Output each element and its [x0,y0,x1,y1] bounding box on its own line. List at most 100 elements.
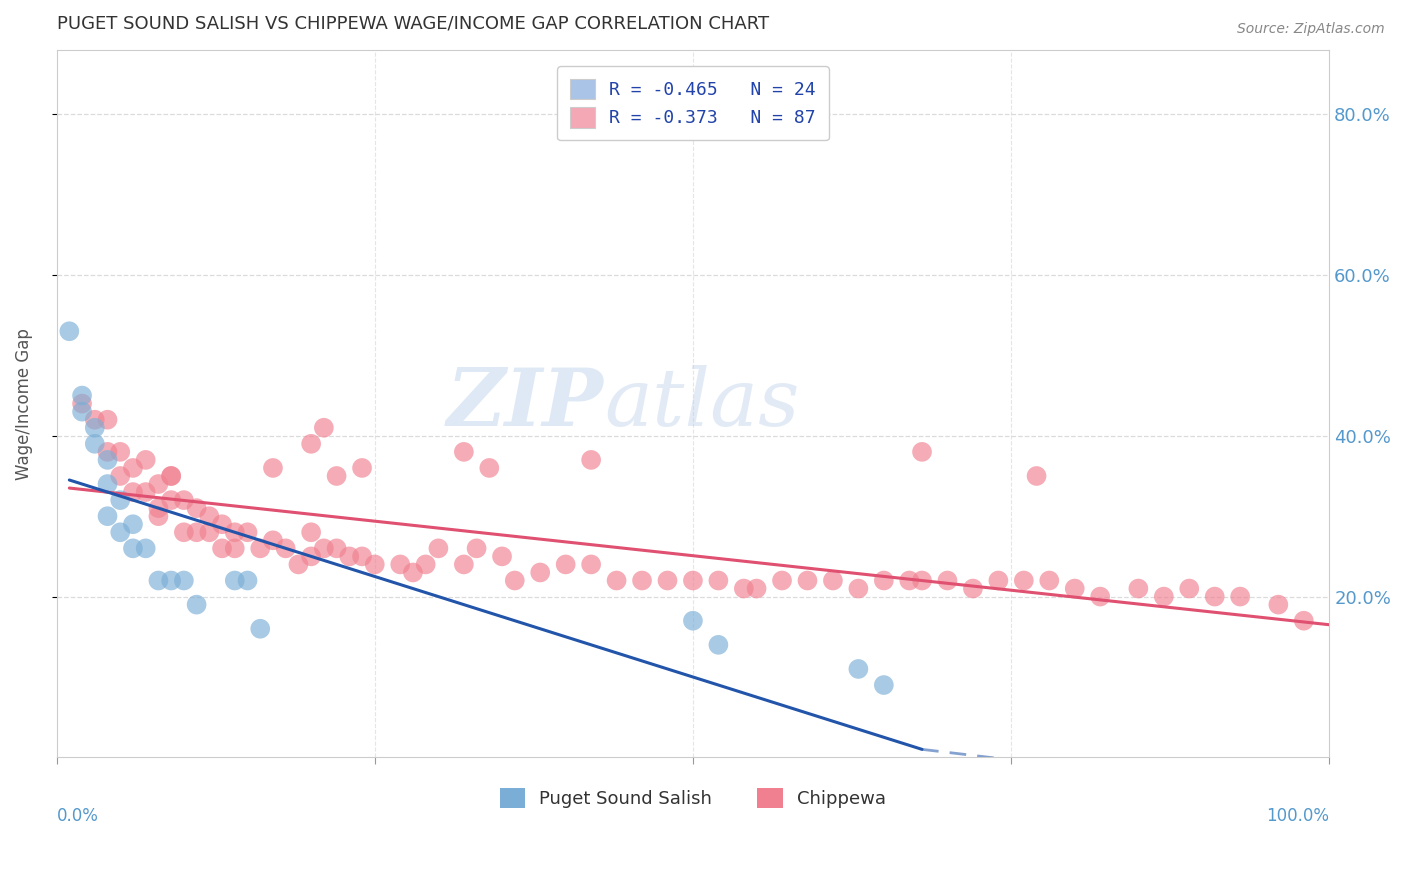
Point [1292,614,1315,628]
Point [186,525,208,540]
Point [478,461,501,475]
Point [135,541,157,556]
Point [745,582,768,596]
Point [299,525,322,540]
Point [911,574,934,588]
Point [83,421,105,435]
Point [224,574,246,588]
Point [631,574,654,588]
Point [1012,574,1035,588]
Point [135,453,157,467]
Point [110,493,132,508]
Point [427,541,450,556]
Point [682,614,704,628]
Point [96,445,118,459]
Point [173,525,195,540]
Point [249,622,271,636]
Point [70,396,93,410]
Point [606,574,628,588]
Point [160,574,183,588]
Y-axis label: Wage/Income Gap: Wage/Income Gap [15,327,32,480]
Text: PUGET SOUND SALISH VS CHIPPEWA WAGE/INCOME GAP CORRELATION CHART: PUGET SOUND SALISH VS CHIPPEWA WAGE/INCO… [56,15,769,33]
Point [1178,582,1201,596]
Point [312,541,335,556]
Point [352,461,374,475]
Point [96,509,118,524]
Point [299,549,322,564]
Point [249,541,271,556]
Point [198,509,221,524]
Point [110,469,132,483]
Point [848,582,870,596]
Point [236,525,259,540]
Point [236,574,259,588]
Point [83,413,105,427]
Point [898,574,921,588]
Point [186,598,208,612]
Point [160,469,183,483]
Point [337,549,360,564]
Point [110,525,132,540]
Point [224,525,246,540]
Point [148,509,170,524]
Text: atlas: atlas [603,365,799,442]
Point [733,582,755,596]
Point [1038,574,1060,588]
Point [848,662,870,676]
Point [160,469,183,483]
Point [402,566,425,580]
Point [554,558,576,572]
Point [224,541,246,556]
Text: Source: ZipAtlas.com: Source: ZipAtlas.com [1237,22,1385,37]
Point [1063,582,1085,596]
Point [148,477,170,491]
Point [287,558,309,572]
Point [682,574,704,588]
Point [579,453,602,467]
Text: ZIP: ZIP [447,365,603,442]
Point [770,574,793,588]
Point [1204,590,1226,604]
Point [1088,590,1111,604]
Point [873,574,896,588]
Point [96,453,118,467]
Point [352,549,374,564]
Point [110,445,132,459]
Point [160,493,183,508]
Point [1153,590,1175,604]
Point [415,558,437,572]
Point [186,501,208,516]
Point [122,485,145,500]
Point [579,558,602,572]
Text: 100.0%: 100.0% [1267,807,1329,825]
Point [122,461,145,475]
Point [262,533,284,548]
Point [58,324,80,338]
Point [657,574,679,588]
Point [796,574,818,588]
Point [962,582,984,596]
Point [503,574,526,588]
Point [325,541,347,556]
Point [1267,598,1289,612]
Point [70,388,93,402]
Point [122,541,145,556]
Point [198,525,221,540]
Point [262,461,284,475]
Point [148,501,170,516]
Point [173,493,195,508]
Point [821,574,844,588]
Point [389,558,412,572]
Point [122,517,145,532]
Point [936,574,959,588]
Point [1128,582,1150,596]
Point [453,445,475,459]
Point [1229,590,1251,604]
Point [707,574,730,588]
Point [987,574,1010,588]
Point [1025,469,1047,483]
Point [707,638,730,652]
Point [312,421,335,435]
Point [529,566,551,580]
Point [873,678,896,692]
